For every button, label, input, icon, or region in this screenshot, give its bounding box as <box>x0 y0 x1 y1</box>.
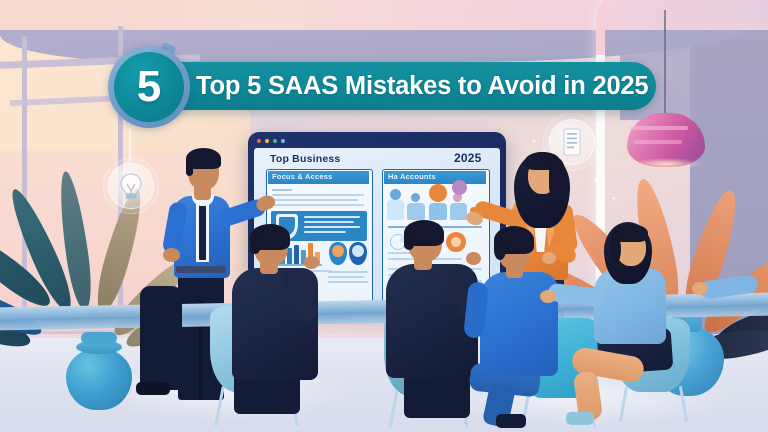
window-dot-green <box>273 139 277 143</box>
screen-bar-chart-bar <box>301 250 306 264</box>
standing-man-hair-side <box>186 160 193 176</box>
seated-woman-hair-front <box>612 224 648 242</box>
seated-man2-hair-side <box>404 232 414 250</box>
screen-avatar-icon <box>390 189 401 200</box>
screen-accent-circle <box>452 180 467 195</box>
pendant-lamp-glow <box>631 158 701 170</box>
seated-man2-legs <box>404 374 470 418</box>
badge-number: 5 <box>114 52 184 122</box>
standing-man-leg-split <box>199 300 203 400</box>
screen-titlebar <box>254 137 500 146</box>
lightbulb-icon-halo <box>103 158 159 214</box>
screen-text-line <box>328 276 364 278</box>
standing-man-tie <box>199 202 206 260</box>
sparkle-icon: ✦ <box>592 176 600 186</box>
screen-text-line <box>388 252 418 254</box>
plant-vase-neck <box>81 332 117 344</box>
screen-icon-circle <box>332 245 344 257</box>
screen-text-line <box>304 226 360 229</box>
window-dot-blue <box>281 139 285 143</box>
screen-text-line <box>304 216 360 219</box>
title-banner <box>158 62 656 110</box>
standing-woman-hair-sweep <box>549 158 566 198</box>
pendant-lamp-stripe <box>634 140 682 144</box>
seated-man1-hand <box>304 256 319 269</box>
sparkle-icon: ✦ <box>600 121 606 128</box>
pendant-lamp-stripe <box>630 126 688 130</box>
title-text: Top 5 SAAS Mistakes to Avoid in 2025 <box>196 71 649 100</box>
screen-text-line <box>328 281 368 283</box>
lightbulb-icon-stem <box>129 128 131 162</box>
screen-text-line <box>420 258 462 260</box>
screen-icon-circle-inner <box>451 237 461 247</box>
screen-chart-axis <box>272 264 322 266</box>
screen-text-line <box>388 258 432 260</box>
screen-left-panel-header <box>268 171 369 184</box>
screen-text-line <box>272 194 364 197</box>
window-mullion-vertical <box>22 36 27 336</box>
screen-avatar-icon <box>453 193 462 202</box>
document-list-icon-halo <box>543 113 601 171</box>
sparkle-icon: ✦ <box>611 196 617 203</box>
screen-bar-chart-bar <box>294 245 299 264</box>
screen-header-right: 2025 <box>454 151 482 165</box>
screen-avatar-body <box>429 203 447 220</box>
seated-man2-hand <box>466 252 481 265</box>
seated-man3-hair-bun <box>494 240 506 260</box>
seated-man3-shoe <box>496 414 526 428</box>
seated-man1-hair-side <box>250 236 260 254</box>
edge-person-left-body <box>140 286 182 390</box>
standing-man-belt <box>176 266 226 273</box>
seated-woman-hand <box>540 290 556 303</box>
screen-left-panel-heading: Focus & Access <box>272 172 333 181</box>
screen-icon-circle <box>352 245 364 257</box>
edge-person-right-hand <box>692 282 708 295</box>
standing-man-hand-left <box>163 248 180 262</box>
screen-avatar-body <box>387 200 404 220</box>
screen-avatar-icon <box>411 193 420 202</box>
seated-woman-hair-side <box>610 234 621 264</box>
screen-avatar-body <box>450 203 467 220</box>
screen-small-icon <box>400 236 407 243</box>
screen-bar-chart-bar <box>308 243 313 264</box>
pendant-lamp-cord <box>664 10 666 118</box>
screen-text-line <box>272 199 358 202</box>
standing-man-hair <box>186 148 221 169</box>
window-dot-yellow <box>265 139 269 143</box>
screen-avatar-body <box>407 203 425 220</box>
screen-header-left: Top Business <box>270 153 341 165</box>
screen-right-panel-heading: Ha Accounts <box>388 172 436 181</box>
sparkle-icon: ✦ <box>531 139 537 146</box>
seated-man3-torso <box>480 272 558 376</box>
screen-text-line <box>304 231 346 234</box>
lightbulb-glyph <box>120 173 142 199</box>
document-list-glyph <box>563 128 581 156</box>
seated-woman-shoe <box>566 412 594 425</box>
screen-bar-chart-bar <box>287 248 292 264</box>
window-dot-red <box>257 139 261 143</box>
screen-text-line <box>272 204 364 207</box>
wall-arch-pink-edge <box>596 0 768 55</box>
screen-coin-icon <box>429 184 447 202</box>
screen-text-line <box>272 189 292 191</box>
plant-vase-left <box>66 348 132 410</box>
standing-woman-hand-right <box>542 252 556 264</box>
screen-text-line <box>304 221 354 224</box>
lightbulb-icon <box>108 163 154 209</box>
edge-person-left-shoe <box>136 382 170 395</box>
screen-text-line <box>328 271 368 273</box>
